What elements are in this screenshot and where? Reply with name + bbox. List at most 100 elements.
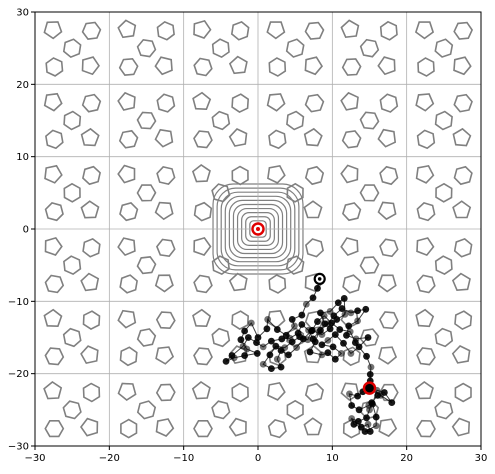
contour-line <box>81 21 102 40</box>
trajectory-point <box>351 339 359 346</box>
contour-line <box>62 327 82 348</box>
contour-line <box>451 417 471 437</box>
contour-line <box>117 309 137 329</box>
trajectory-point <box>333 316 341 323</box>
contour-line <box>192 308 212 328</box>
contour-line <box>155 311 176 330</box>
contour-line <box>434 400 454 420</box>
trajectory-point <box>288 338 296 346</box>
contour-line <box>378 311 399 330</box>
trajectory-point <box>222 357 230 365</box>
trajectory-point <box>328 319 335 327</box>
start-marker-dot <box>317 277 322 281</box>
trajectory-point <box>366 406 373 414</box>
contour-line <box>80 345 99 365</box>
contour-line <box>44 347 65 366</box>
contour-line <box>268 274 287 294</box>
contour-line <box>136 184 157 202</box>
contour-line <box>82 310 101 331</box>
trajectory-point <box>366 370 374 378</box>
contour-line <box>285 38 305 58</box>
trajectory-point <box>247 319 255 327</box>
contour-line <box>156 20 175 41</box>
trajectory-point <box>309 294 317 302</box>
contour-line <box>304 165 325 186</box>
contour-line <box>286 110 305 131</box>
trajectory-point <box>298 321 306 328</box>
trajectory-point <box>329 343 337 351</box>
trajectory-point <box>366 428 374 435</box>
trajectory-point <box>354 392 362 400</box>
trajectory-point <box>241 352 249 359</box>
contour-line <box>211 38 230 59</box>
trajectory-point <box>324 349 332 357</box>
contour-line <box>211 255 230 276</box>
contour-line <box>451 345 471 364</box>
contour-line <box>193 19 212 39</box>
contour-line <box>415 308 435 328</box>
contour-line <box>191 164 211 183</box>
contour-line <box>268 57 287 77</box>
trajectory-point <box>341 310 349 318</box>
contour-line <box>416 237 435 257</box>
x-tick-label: −30 <box>24 453 45 464</box>
contour-line <box>379 93 399 113</box>
contour-line <box>44 419 65 438</box>
contour-line <box>377 201 397 221</box>
contour-line <box>44 274 65 294</box>
contour-line <box>154 201 174 221</box>
trajectory-point <box>326 325 334 333</box>
trajectory-point <box>340 295 348 302</box>
contour-line <box>192 91 212 111</box>
contour-line <box>342 346 361 367</box>
contour-line <box>416 347 436 366</box>
trajectory-point <box>372 422 380 430</box>
trajectory-point <box>296 333 304 341</box>
contour-line <box>119 346 138 367</box>
trajectory-point <box>348 402 356 409</box>
contour-line <box>452 200 472 219</box>
contour-line <box>117 91 136 111</box>
trajectory-point <box>273 355 281 363</box>
trajectory-point <box>363 352 370 360</box>
trajectory-point <box>272 342 280 350</box>
contour-line <box>156 93 176 113</box>
trajectory-point <box>314 284 321 292</box>
y-tick-label: −20 <box>8 369 29 380</box>
contour-line <box>378 418 398 438</box>
contour-line <box>155 418 175 437</box>
trajectory-point <box>306 348 314 356</box>
contour-line <box>82 237 101 258</box>
contour-line <box>44 236 63 256</box>
contour-line <box>43 381 63 400</box>
trajectory-point <box>372 413 380 421</box>
contour-line <box>341 130 362 149</box>
trajectory-point <box>318 341 326 349</box>
contour-line <box>154 274 174 293</box>
contour-line <box>416 129 436 150</box>
contour-line <box>359 256 380 275</box>
markers <box>251 222 377 395</box>
trajectory-point <box>321 320 329 328</box>
trajectory-point <box>338 305 346 312</box>
contour-line <box>286 182 304 203</box>
ticks: −30 −20 −10 0 10 20 30 −30 −20 −10 0 10 20 30 <box>8 8 487 465</box>
trajectory-point <box>350 420 358 428</box>
contour-line <box>453 93 473 113</box>
y-tick-label: 20 <box>16 80 29 91</box>
trajectory-point <box>369 400 376 408</box>
trajectory-point <box>347 350 355 357</box>
contour-line <box>43 21 63 40</box>
contour-line <box>454 310 473 331</box>
contour-line <box>155 346 175 365</box>
contour-line <box>378 346 398 365</box>
end-marker <box>362 381 377 395</box>
trajectory <box>222 275 396 435</box>
contour-line <box>63 110 82 131</box>
contour-line <box>303 127 323 147</box>
contour-line <box>267 419 287 439</box>
contour-line <box>117 164 136 184</box>
trajectory-point <box>273 326 281 333</box>
trajectory-point <box>340 339 347 347</box>
